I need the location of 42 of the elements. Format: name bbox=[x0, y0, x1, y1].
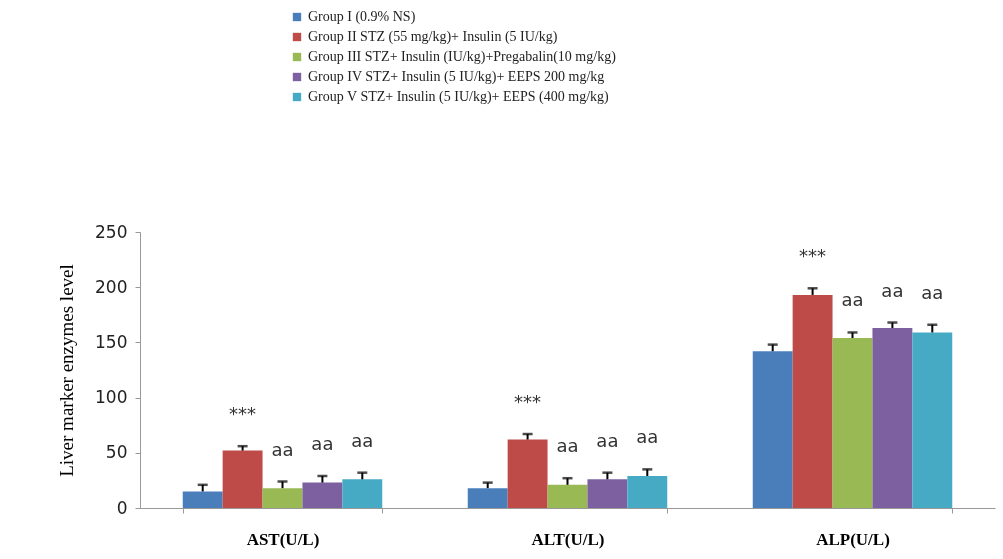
x-tick-label: ALT(U/L) bbox=[531, 529, 605, 549]
data-label: aa bbox=[881, 279, 904, 301]
data-label: *** bbox=[229, 403, 257, 425]
y-tick-label: 150 bbox=[95, 331, 128, 352]
data-label: aa bbox=[556, 435, 579, 457]
data-label: aa bbox=[636, 426, 659, 448]
y-axis-title: Liver marker enzymes level bbox=[56, 264, 78, 477]
data-label: aa bbox=[311, 432, 334, 454]
y-tick-label: 100 bbox=[95, 387, 128, 408]
y-tick-label: 50 bbox=[105, 442, 128, 463]
bar bbox=[467, 488, 508, 508]
bar bbox=[587, 479, 628, 508]
bar bbox=[912, 332, 953, 508]
y-tick-label: 250 bbox=[95, 221, 128, 242]
data-label: aa bbox=[351, 429, 374, 451]
x-tick-label: ALP(U/L) bbox=[816, 529, 890, 549]
data-label: aa bbox=[596, 429, 619, 451]
data-label: aa bbox=[921, 281, 944, 303]
bar bbox=[627, 475, 668, 508]
legend-label: Group I (0.9% NS) bbox=[308, 9, 416, 25]
bar bbox=[182, 491, 223, 508]
data-label: *** bbox=[799, 245, 827, 267]
legend-label: Group III STZ+ Insulin (IU/kg)+Pregabalin(10 mg/kg) bbox=[308, 49, 617, 65]
legend-label: Group IV STZ+ Insulin (5 IU/kg)+ EEPS 200 mg/kg bbox=[308, 69, 605, 85]
data-label: aa bbox=[271, 438, 294, 460]
legend-label: Group II STZ (55 mg/kg)+ Insulin (5 IU/kg) bbox=[308, 29, 558, 45]
bar bbox=[832, 337, 873, 508]
bar bbox=[507, 439, 548, 508]
bar bbox=[752, 351, 793, 508]
bar bbox=[872, 328, 913, 508]
y-tick-label: 0 bbox=[116, 497, 128, 518]
legend-label: Group V STZ+ Insulin (5 IU/kg)+ EEPS (400 mg/kg) bbox=[308, 89, 610, 105]
y-tick-label: 200 bbox=[95, 276, 128, 297]
bar bbox=[342, 479, 383, 508]
data-label: *** bbox=[514, 391, 542, 413]
bar bbox=[792, 294, 833, 508]
bar bbox=[262, 488, 303, 508]
bar bbox=[302, 482, 343, 508]
x-tick-label: AST(U/L) bbox=[246, 529, 320, 549]
bar bbox=[547, 484, 588, 508]
bar bbox=[222, 450, 263, 508]
data-label: aa bbox=[841, 289, 864, 311]
